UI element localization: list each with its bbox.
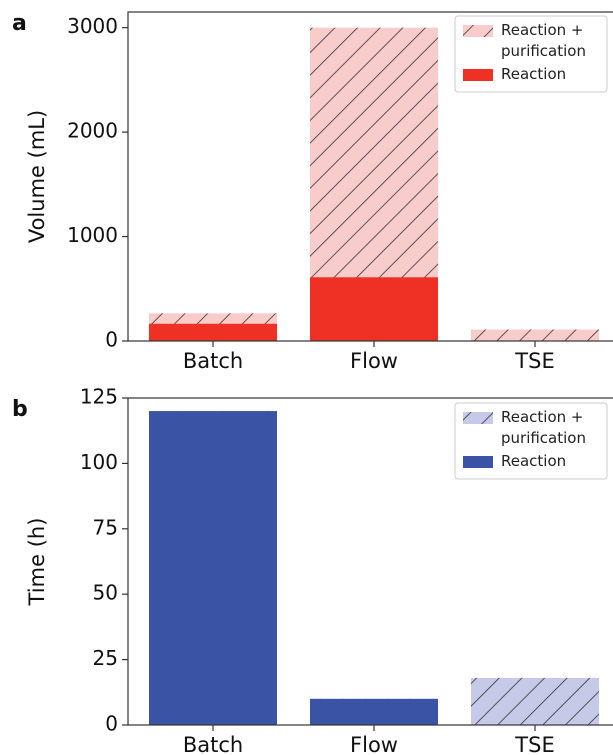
y-tick-label: 75 <box>93 515 118 539</box>
y-tick-label: 50 <box>93 581 118 605</box>
y-tick-label: 0 <box>105 328 118 352</box>
legend-label: Reaction <box>501 452 567 470</box>
y-tick-label: 3000 <box>67 14 118 38</box>
legend-label-box: Reaction + purification <box>501 408 586 447</box>
y-tick-label: 25 <box>93 646 118 670</box>
y-axis-label: Volume (mL) <box>25 110 49 243</box>
legend-label: Reaction + purification <box>501 21 586 60</box>
x-tick-label: TSE <box>514 733 554 755</box>
x-tick-label: Batch <box>183 733 243 755</box>
legend-label: Reaction + purification <box>501 408 586 447</box>
legend-label: Reaction <box>501 65 567 83</box>
plot-frame <box>127 397 613 726</box>
legend-swatch <box>463 69 493 81</box>
plot-frame <box>127 11 613 342</box>
legend-swatch <box>463 456 493 468</box>
bar <box>149 323 277 341</box>
legend-label-box: Reaction + purification <box>501 21 586 60</box>
legend-swatch-hatch <box>463 25 493 37</box>
legend-swatch-hatch <box>463 412 493 424</box>
bar-hatch <box>471 677 599 725</box>
bar <box>149 411 277 725</box>
panel-label: b <box>12 397 28 422</box>
y-tick-label: 0 <box>105 712 118 736</box>
bar <box>310 277 438 341</box>
legend-label-box: Reaction <box>501 452 567 470</box>
x-tick-label: Flow <box>350 349 398 373</box>
x-tick-label: TSE <box>514 349 554 373</box>
x-tick-label: Batch <box>183 349 243 373</box>
legend-label-box: Reaction <box>501 65 567 83</box>
bar <box>310 698 438 725</box>
y-axis-label: Time (h) <box>25 518 49 607</box>
y-tick-label: 2000 <box>67 119 118 143</box>
x-tick-label: Flow <box>350 733 398 755</box>
y-tick-label: 100 <box>80 450 118 474</box>
y-tick-label: 1000 <box>67 223 118 247</box>
y-tick-label: 125 <box>80 385 118 409</box>
panel-label: a <box>12 11 27 36</box>
bar-hatch <box>471 329 599 341</box>
